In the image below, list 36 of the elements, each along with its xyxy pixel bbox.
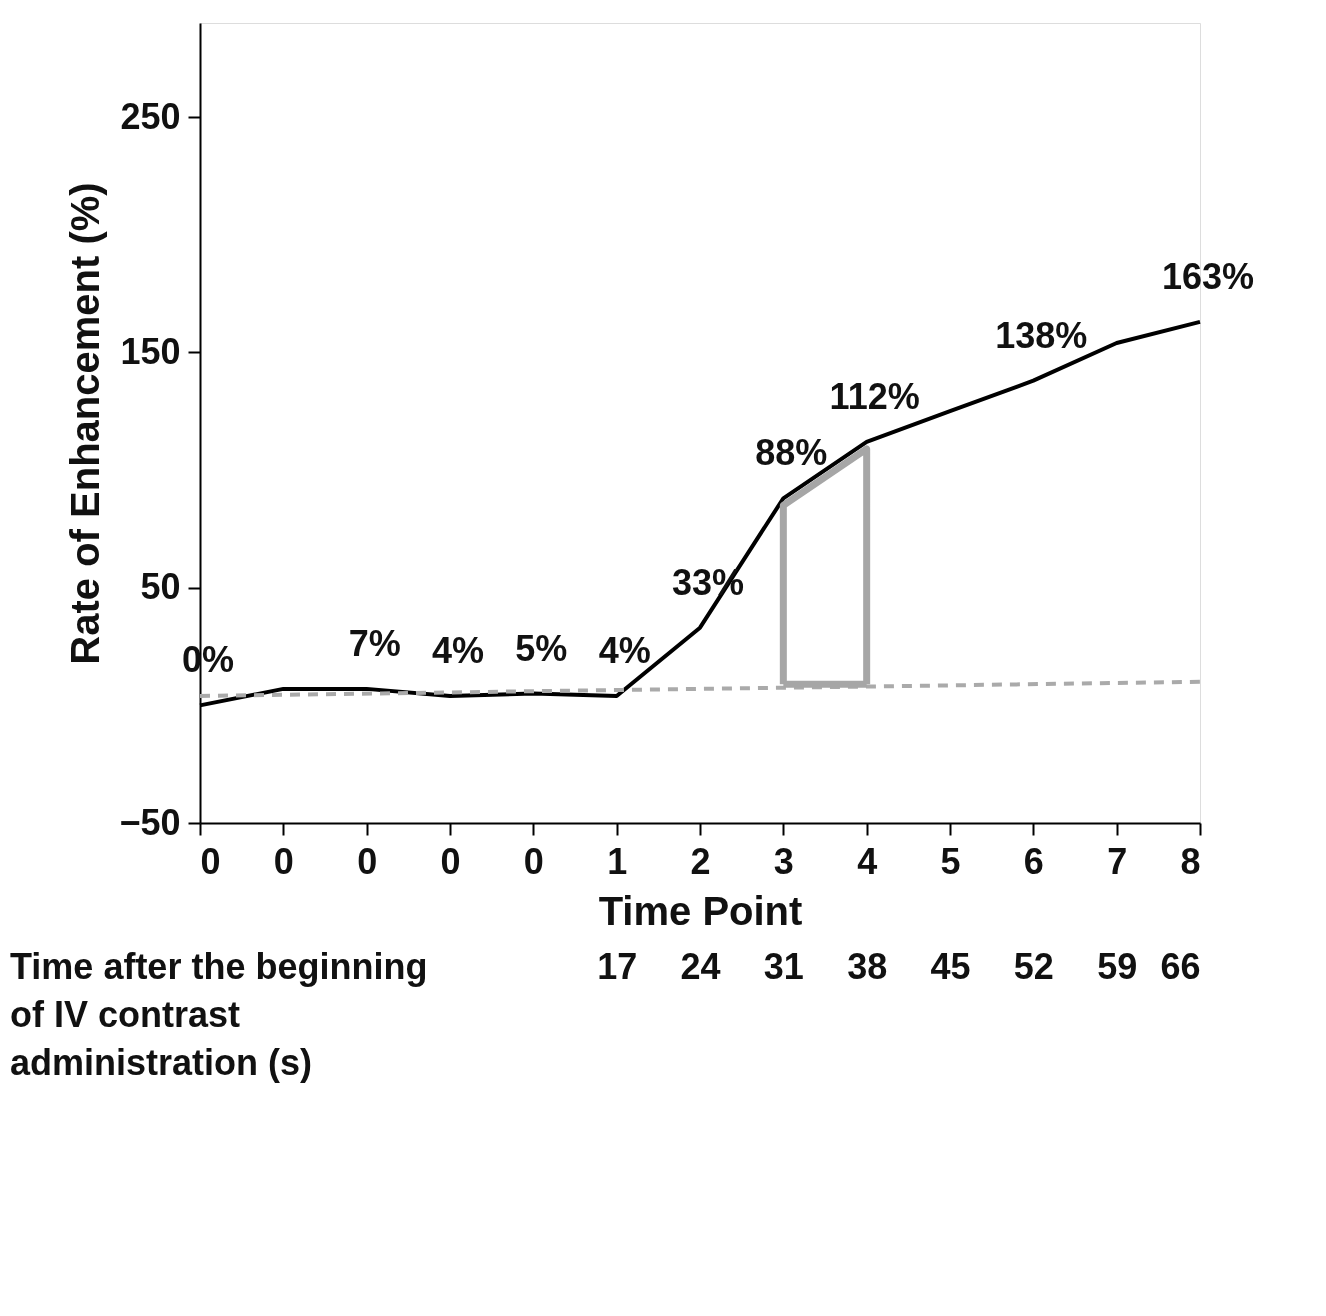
x-tick-label: 0 [200, 840, 221, 882]
x-tick-label: 7 [1107, 840, 1128, 882]
x2-tick-label: 45 [930, 945, 971, 987]
x-axis-title: Time Point [598, 888, 803, 933]
x-tick-label: 0 [357, 840, 378, 882]
x2-tick-label: 38 [847, 945, 888, 987]
data-label: 7% [348, 622, 401, 664]
data-label: 138% [995, 314, 1088, 356]
y-tick-label: 250 [120, 95, 181, 137]
x2-tick-label: 66 [1160, 945, 1201, 987]
x-tick-label: 5 [940, 840, 961, 882]
x2-tick-label: 52 [1013, 945, 1054, 987]
x-tick-label: 0 [523, 840, 544, 882]
y-tick-label: −50 [119, 801, 181, 843]
x-tick-label: 1 [607, 840, 628, 882]
x-tick-label: 2 [690, 840, 711, 882]
y-tick-label: 150 [120, 330, 181, 372]
y-tick-label: 50 [140, 566, 181, 608]
x2-tick-label: 59 [1097, 945, 1138, 987]
x2-tick-label: 31 [763, 945, 804, 987]
y-axis-title: Rate of Enhancement (%) [63, 182, 108, 665]
x-tick-label: 3 [773, 840, 794, 882]
x2-axis-title: Time after the beginning of IV contrast administration (s) [10, 946, 428, 1083]
data-label: 5% [515, 627, 568, 669]
data-label: 112% [829, 375, 920, 417]
data-label: 4% [431, 629, 485, 671]
x-tick-label: 6 [1023, 840, 1044, 882]
data-label: 4% [598, 629, 651, 671]
data-label: 163% [1161, 255, 1255, 297]
x-tick-label: 0 [273, 840, 294, 882]
x-tick-label: 4 [857, 840, 878, 882]
x2-tick-label: 17 [597, 945, 638, 987]
x2-tick-label: 24 [680, 945, 721, 987]
x-tick-label: 8 [1180, 840, 1201, 882]
data-label: 88% [755, 432, 828, 474]
x-tick-label: 0 [440, 840, 461, 882]
